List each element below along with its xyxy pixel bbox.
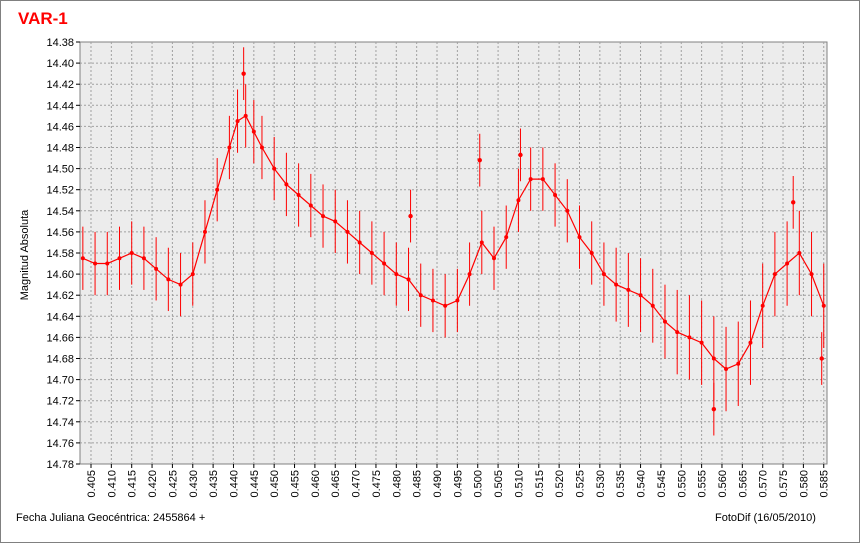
outlier-point [408, 213, 413, 219]
x-tick-label: 0.505 [493, 470, 505, 498]
x-tick-label: 0.405 [86, 470, 98, 498]
y-tick-label: 14.70 [46, 375, 74, 387]
x-tick-label: 0.445 [249, 470, 261, 498]
x-tick-label: 0.435 [208, 470, 220, 498]
chart-title: VAR-1 [18, 9, 68, 28]
outlier-point [518, 152, 523, 158]
outlier-point [819, 356, 824, 361]
x-tick-label: 0.535 [615, 470, 627, 498]
x-tick-label: 0.525 [574, 470, 586, 498]
y-tick-label: 14.52 [46, 185, 74, 197]
x-tick-label: 0.430 [188, 470, 200, 498]
y-tick-label: 14.60 [46, 269, 74, 281]
y-tick-label: 14.74 [46, 417, 74, 429]
x-tick-label: 0.440 [228, 470, 240, 498]
y-tick-label: 14.46 [46, 121, 74, 133]
x-tick-label: 0.545 [656, 470, 668, 498]
x-tick-label: 0.560 [717, 470, 729, 498]
y-tick-label: 14.48 [46, 143, 74, 155]
y-tick-label: 14.62 [46, 290, 74, 302]
series-line [82, 114, 825, 370]
x-tick-label: 0.515 [534, 470, 546, 498]
y-tick-label: 14.40 [46, 58, 74, 70]
x-tick-label: 0.500 [473, 470, 485, 498]
y-tick-label: 14.56 [46, 227, 74, 239]
x-tick-label: 0.530 [595, 470, 607, 498]
y-tick-label: 14.42 [46, 79, 74, 91]
x-tick-label: 0.580 [798, 470, 810, 498]
x-tick-label: 0.585 [819, 470, 831, 498]
x-tick-label: 0.455 [290, 470, 302, 498]
x-tick-label: 0.555 [697, 470, 709, 498]
x-tick-label: 0.510 [513, 470, 525, 498]
y-tick-label: 14.44 [46, 100, 74, 112]
x-tick-label: 0.470 [351, 470, 363, 498]
x-tick-label: 0.415 [127, 470, 139, 498]
x-tick-label: 0.550 [676, 470, 688, 498]
x-tick-label: 0.575 [778, 470, 790, 498]
y-tick-label: 14.68 [46, 354, 74, 366]
x-tick-label: 0.540 [636, 470, 648, 498]
x-axis-label: Fecha Juliana Geocéntrica: 2455864 + [16, 512, 206, 524]
y-tick-label: 14.78 [46, 459, 74, 471]
y-tick-label: 14.76 [46, 438, 74, 450]
x-tick-label: 0.485 [412, 470, 424, 498]
y-tick-label: 14.54 [46, 206, 74, 218]
x-tick-label: 0.475 [371, 470, 383, 498]
credit-label: FotoDif (16/05/2010) [715, 512, 816, 524]
x-tick-label: 0.480 [391, 470, 403, 498]
y-tick-label: 14.64 [46, 311, 74, 323]
outlier-point [711, 406, 717, 412]
x-tick-label: 0.450 [269, 470, 281, 498]
y-tick-label: 14.58 [46, 248, 74, 260]
x-tick-label: 0.520 [554, 470, 566, 498]
outlier-point [241, 71, 246, 76]
outlier-point [477, 157, 482, 163]
y-tick-label: 14.66 [46, 332, 74, 344]
x-tick-label: 0.410 [106, 470, 118, 498]
x-tick-label: 0.570 [758, 470, 770, 498]
x-tick-label: 0.565 [737, 470, 749, 498]
x-tick-label: 0.490 [432, 470, 444, 498]
outlier-point [791, 200, 796, 205]
x-tick-label: 0.460 [310, 470, 322, 498]
y-tick-label: 14.50 [46, 164, 74, 176]
x-tick-label: 0.465 [330, 470, 342, 498]
x-tick-label: 0.495 [452, 470, 464, 498]
y-tick-label: 14.72 [46, 396, 74, 408]
x-tick-label: 0.420 [147, 470, 159, 498]
y-tick-label: 14.38 [46, 37, 74, 49]
x-tick-label: 0.425 [167, 470, 179, 498]
